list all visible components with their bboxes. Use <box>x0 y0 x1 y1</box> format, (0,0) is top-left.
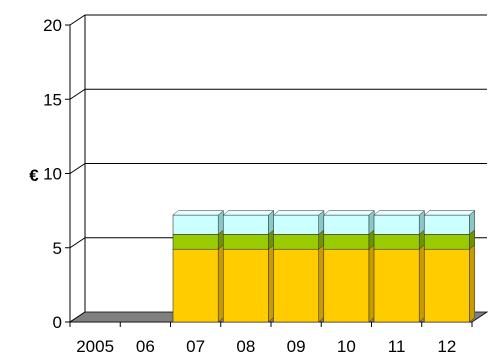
x-tick-label: 08 <box>236 337 255 355</box>
y-tick-labels: 0 5 10 15 20 <box>43 16 62 332</box>
bar-segment <box>272 210 325 235</box>
x-tick-labels: 2005 06 07 08 09 10 11 12 <box>76 337 456 355</box>
y-tick-label: 15 <box>43 90 62 109</box>
bar-segment <box>222 229 274 250</box>
y-tick-label: 0 <box>53 313 62 332</box>
bar-segment <box>172 244 224 323</box>
x-tick-label: 11 <box>388 337 406 355</box>
gridline-wall <box>69 163 86 174</box>
x-tick-label: 10 <box>337 337 356 355</box>
bar-segment <box>222 244 274 323</box>
x-tick-label: 09 <box>287 337 306 355</box>
y-tick-label: 10 <box>43 165 62 184</box>
bars <box>172 210 476 323</box>
bar-segment <box>222 210 275 235</box>
bar-segment <box>423 229 475 250</box>
bar-segment <box>373 229 425 250</box>
y-axis-label: € <box>29 166 39 185</box>
bar-segment <box>323 244 375 323</box>
x-tick-label: 06 <box>136 337 155 355</box>
bar-segment <box>373 210 426 235</box>
bar-segment <box>373 244 425 323</box>
gridline-wall <box>69 88 86 100</box>
bar-segment <box>423 244 475 323</box>
bar-segment <box>273 244 325 323</box>
bar-segment <box>423 210 476 235</box>
x-tick-label: 07 <box>186 337 205 355</box>
gridline-wall <box>69 237 86 249</box>
bar-segment <box>172 210 225 235</box>
x-tick-label: 2005 <box>76 337 114 355</box>
y-tick-label: 5 <box>53 239 62 258</box>
y-tick-label: 20 <box>43 16 62 35</box>
gridline-wall <box>69 14 86 26</box>
bar-segment <box>323 210 375 235</box>
bar-segment <box>172 229 224 250</box>
x-tick-label: 12 <box>437 337 456 355</box>
